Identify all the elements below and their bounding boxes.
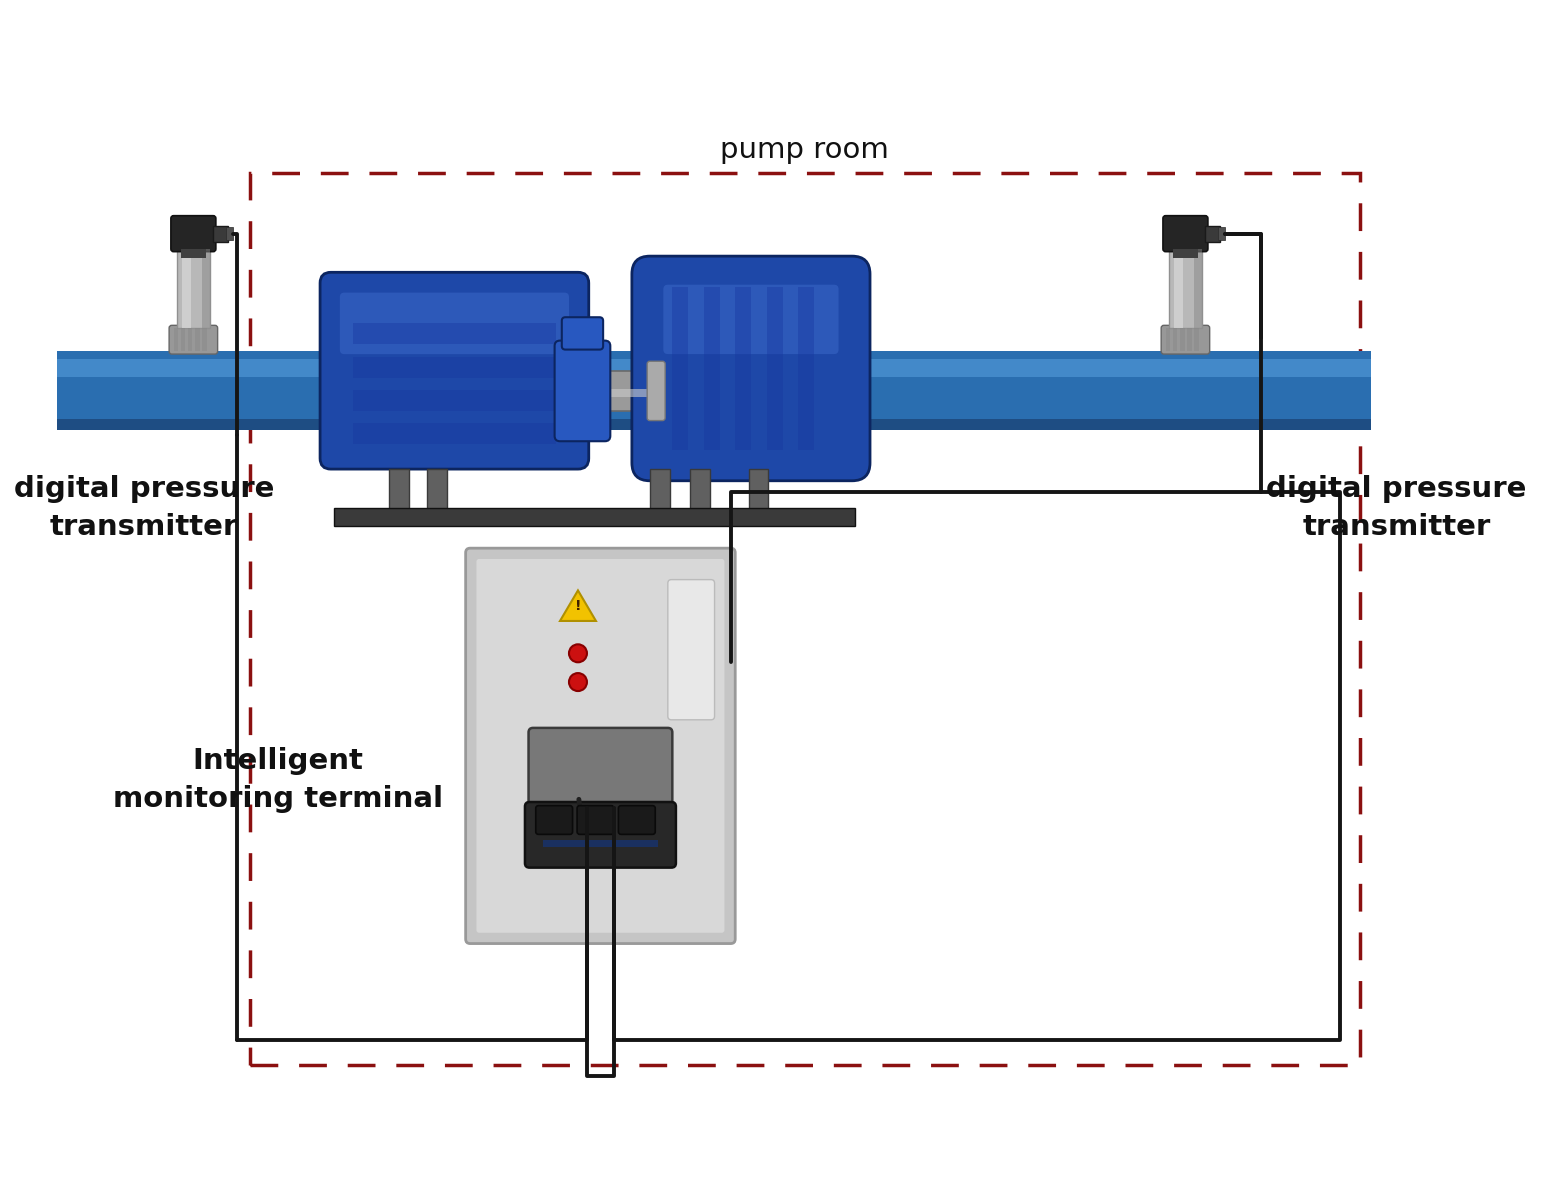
Bar	[748, 469, 768, 514]
Bar	[1180, 328, 1185, 352]
Bar	[1194, 249, 1202, 328]
Bar	[1194, 328, 1199, 352]
FancyBboxPatch shape	[535, 805, 572, 834]
Bar	[225, 227, 233, 240]
Bar	[1174, 249, 1183, 328]
Text: Intelligent
monitoring terminal: Intelligent monitoring terminal	[113, 746, 443, 813]
Bar	[194, 328, 199, 352]
FancyBboxPatch shape	[1162, 326, 1210, 354]
Bar	[1170, 249, 1202, 328]
Bar	[690, 469, 710, 514]
FancyBboxPatch shape	[562, 317, 603, 349]
FancyBboxPatch shape	[529, 728, 673, 811]
FancyBboxPatch shape	[339, 292, 569, 354]
Bar	[353, 390, 555, 411]
Circle shape	[569, 644, 586, 662]
Polygon shape	[560, 590, 596, 621]
Bar	[543, 840, 657, 847]
Bar	[250, 172, 1359, 1064]
FancyBboxPatch shape	[170, 326, 218, 354]
Bar	[579, 388, 650, 397]
FancyBboxPatch shape	[663, 285, 838, 354]
Bar	[734, 287, 751, 449]
FancyBboxPatch shape	[668, 580, 714, 720]
Bar	[353, 356, 555, 378]
Circle shape	[569, 674, 586, 691]
Bar	[181, 249, 205, 258]
Text: !: !	[574, 599, 582, 613]
Bar	[798, 287, 815, 449]
Bar	[353, 423, 555, 444]
FancyBboxPatch shape	[477, 560, 725, 933]
Bar	[353, 323, 555, 345]
FancyBboxPatch shape	[171, 216, 216, 252]
Bar	[579, 371, 650, 411]
Bar	[213, 226, 227, 241]
Bar	[704, 287, 721, 449]
FancyBboxPatch shape	[647, 361, 665, 421]
Bar	[181, 328, 185, 352]
FancyBboxPatch shape	[319, 272, 589, 469]
Bar	[1173, 249, 1197, 258]
Bar	[427, 469, 447, 514]
Bar	[202, 328, 207, 352]
Bar	[182, 249, 191, 328]
Bar	[188, 328, 193, 352]
Bar	[389, 469, 409, 514]
FancyBboxPatch shape	[466, 548, 734, 943]
Bar	[57, 352, 1372, 430]
Text: pump room: pump room	[721, 135, 889, 164]
Bar	[202, 249, 210, 328]
FancyBboxPatch shape	[619, 805, 656, 834]
Bar	[673, 287, 688, 449]
FancyBboxPatch shape	[566, 361, 585, 421]
Bar	[57, 359, 1372, 377]
Text: digital pressure
transmitter: digital pressure transmitter	[14, 475, 275, 542]
Bar	[57, 419, 1372, 430]
Bar	[1173, 328, 1177, 352]
Bar	[1187, 328, 1191, 352]
Bar	[1205, 226, 1219, 241]
FancyBboxPatch shape	[525, 802, 676, 867]
Bar	[1217, 227, 1225, 240]
Bar	[333, 507, 855, 526]
Bar	[579, 807, 623, 819]
FancyBboxPatch shape	[633, 257, 870, 481]
FancyBboxPatch shape	[1163, 216, 1208, 252]
Text: digital pressure
transmitter: digital pressure transmitter	[1267, 475, 1526, 542]
FancyBboxPatch shape	[554, 341, 611, 441]
Bar	[650, 469, 670, 514]
FancyBboxPatch shape	[577, 805, 614, 834]
Bar	[177, 249, 210, 328]
Bar	[1165, 328, 1170, 352]
Bar	[767, 287, 782, 449]
Bar	[174, 328, 177, 352]
